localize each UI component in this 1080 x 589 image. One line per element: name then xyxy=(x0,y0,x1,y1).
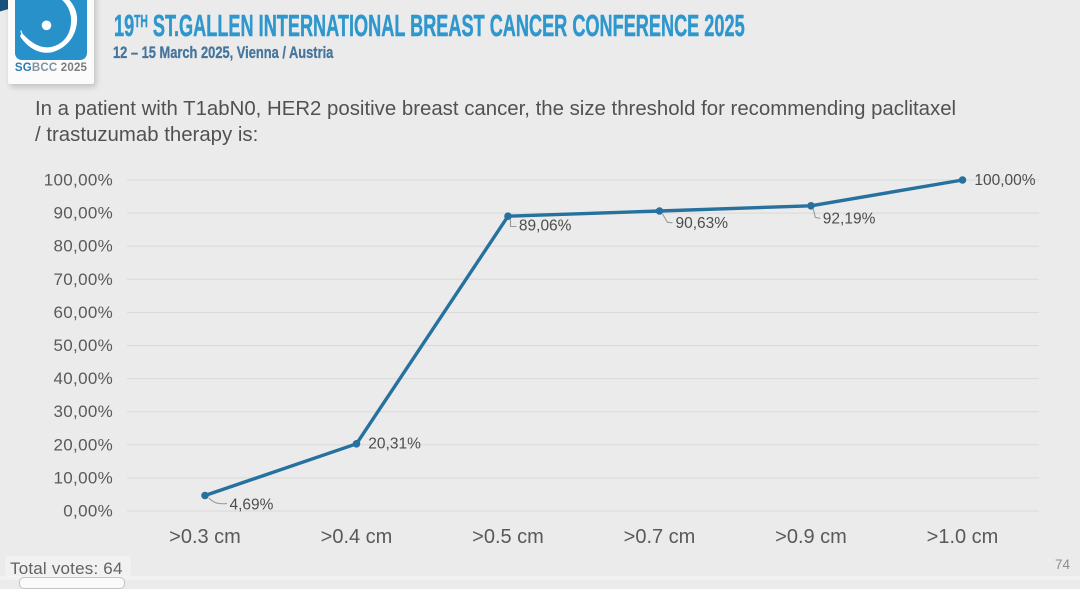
svg-text:92,19%: 92,19% xyxy=(823,210,876,227)
svg-text:20,31%: 20,31% xyxy=(368,435,421,452)
svg-text:>0.3 cm: >0.3 cm xyxy=(169,526,241,548)
svg-text:90,63%: 90,63% xyxy=(676,215,729,232)
svg-text:>0.4 cm: >0.4 cm xyxy=(321,526,393,548)
svg-text:0,00%: 0,00% xyxy=(63,502,113,521)
svg-text:>0.7 cm: >0.7 cm xyxy=(624,526,696,548)
svg-text:100,00%: 100,00% xyxy=(974,172,1035,189)
svg-text:30,00%: 30,00% xyxy=(54,402,113,421)
svg-text:4,69%: 4,69% xyxy=(230,496,274,513)
svg-text:90,00%: 90,00% xyxy=(54,204,113,223)
svg-text:10,00%: 10,00% xyxy=(54,468,113,487)
svg-text:80,00%: 80,00% xyxy=(54,237,113,256)
svg-text:60,00%: 60,00% xyxy=(54,303,113,322)
svg-text:40,00%: 40,00% xyxy=(54,369,113,388)
svg-text:>0.9 cm: >0.9 cm xyxy=(775,526,847,548)
svg-text:20,00%: 20,00% xyxy=(54,435,113,454)
svg-text:70,00%: 70,00% xyxy=(54,270,113,289)
svg-text:50,00%: 50,00% xyxy=(54,336,113,355)
svg-text:89,06%: 89,06% xyxy=(519,218,572,235)
svg-text:>1.0 cm: >1.0 cm xyxy=(927,526,999,548)
svg-text:>0.5 cm: >0.5 cm xyxy=(472,526,544,548)
svg-text:100,00%: 100,00% xyxy=(44,171,113,190)
